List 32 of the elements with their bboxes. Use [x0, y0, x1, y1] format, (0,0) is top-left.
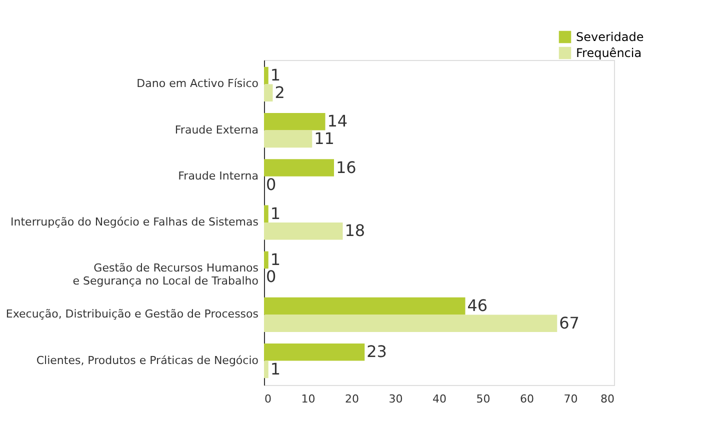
legend-label: Frequência	[576, 46, 642, 60]
x-tick-label: 60	[520, 392, 534, 406]
y-tick-label: Clientes, Produtos e Práticas de Negócio	[36, 354, 259, 367]
data-label: 0	[266, 267, 276, 286]
y-tick-label: Fraude Interna	[178, 169, 258, 182]
data-label: 18	[344, 221, 366, 240]
data-label: 46	[467, 296, 488, 316]
data-label: 1	[270, 204, 281, 223]
x-tick-label: 50	[476, 392, 490, 406]
x-tick-label: 20	[345, 392, 359, 406]
y-tick-label: Interrupção do Negócio e Falhas de Sistemas	[10, 216, 259, 228]
y-tick-label: Dano em Activo Físico	[136, 77, 259, 90]
data-label: 1	[270, 250, 281, 269]
legend-label: Severidade	[576, 30, 644, 44]
x-tick-label: 10	[301, 392, 316, 406]
data-label: 2	[274, 82, 285, 102]
y-tick-label: Execução, Distribuição e Gestão de Processos	[6, 308, 259, 321]
data-label: 1	[270, 359, 281, 378]
y-tick-label: Gestão de Recursos Humanos e Segurança no Local de Trabalho	[72, 262, 259, 288]
data-label: 11	[314, 128, 334, 148]
x-tick-label: 0	[264, 392, 272, 406]
y-tick-label: Fraude Externa	[174, 123, 258, 136]
data-label: 23	[366, 342, 387, 362]
x-tick-label: 30	[388, 392, 403, 406]
x-tick-label: 80	[600, 392, 614, 406]
data-label: 16	[336, 158, 356, 177]
data-label: 1	[270, 66, 281, 85]
x-tick-label: 40	[432, 392, 446, 406]
data-label: 14	[327, 112, 348, 131]
data-label: 0	[266, 175, 276, 194]
x-tick-label: 70	[564, 392, 578, 406]
data-label: 67	[559, 313, 580, 332]
